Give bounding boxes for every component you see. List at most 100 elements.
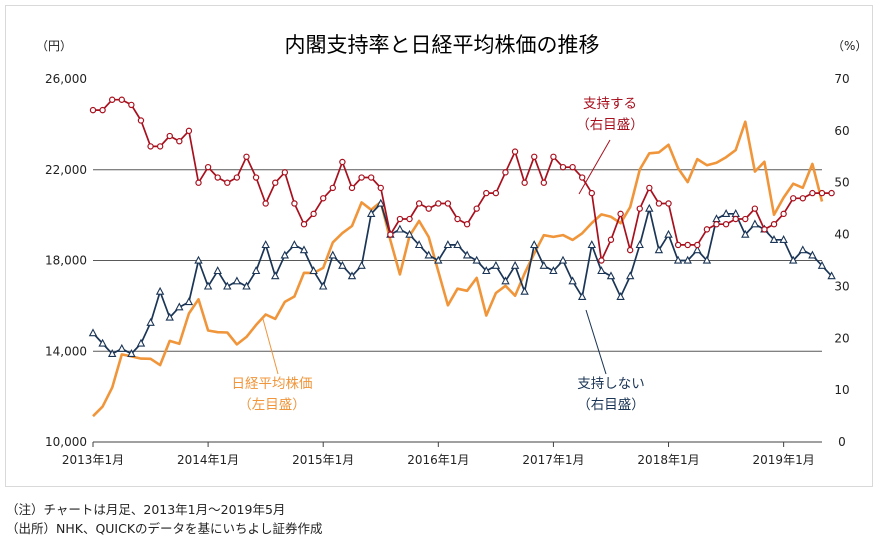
nonsupport-point [750,219,760,228]
nonsupport-point [290,240,299,249]
support-point [348,184,356,192]
support-point [233,174,241,181]
support-point [367,174,375,181]
support-point [329,184,337,192]
nonsupport-point [184,297,194,306]
support-point [809,189,816,197]
series-label: （右目盛） [577,397,645,413]
x-tick-label: 2016年1月 [407,453,469,467]
nonsupport-point [223,281,232,290]
left-axis-unit: （円） [36,39,72,53]
nonsupport-point [654,245,664,254]
x-tick-label: 2014年1月 [177,453,239,467]
support-point [799,195,807,202]
left-tick-label: 10,000 [45,435,87,449]
nonsupport-point [769,235,779,243]
x-tick-label: 2018年1月 [637,453,699,467]
support-point [607,236,615,243]
support-point [147,143,154,150]
support-point [559,163,567,171]
support-point [415,200,423,207]
nonsupport-point [798,245,808,254]
series-label: （左目盛） [238,397,306,413]
plot-area: 10,000 14,000 18,000 22,000 26,000 0 10 20 30 40 5… [45,72,850,467]
nonsupport-point [366,209,376,217]
nonsupport-point [270,271,280,280]
nonsupport-point [376,198,386,207]
support-point [703,226,711,233]
nonsupport-point [817,260,827,269]
nonsupport-point [616,292,625,300]
support-point [780,210,787,218]
support-point [742,215,749,223]
nonsupport-point [510,260,520,269]
footnote-chart-type: （注）チャートは月足、2013年1月～2019年5月 [6,502,286,517]
support-point [665,200,672,207]
support-point [713,220,720,228]
nonsupport-point [529,240,539,249]
support-point [598,257,605,264]
nonsupport-point [453,240,462,249]
support-point [358,174,365,181]
support-point [156,143,164,150]
support-point [435,200,442,207]
support-point [674,241,682,249]
support-point [300,220,308,228]
support-point [166,132,173,140]
support-point [291,200,298,207]
support-point [492,189,500,197]
label-leader-line [262,318,279,375]
support-point [406,215,413,223]
nonsupport-point [568,276,577,285]
x-tick-label: 2019年1月 [753,453,815,467]
series-label: 支持する [583,96,637,112]
support-point [626,246,634,254]
support-point [655,200,663,207]
support-point [646,184,653,192]
nonsupport-point [107,349,117,357]
nonsupport-point [395,224,405,233]
support-point [339,158,346,166]
nonsupport-point [558,255,568,264]
right-axis-unit: （%） [832,39,867,53]
support-point [617,210,624,218]
nonsupport-point [721,209,731,217]
support-point [377,184,384,192]
support-point [751,205,759,212]
support-point [262,200,269,207]
label-leader-line [578,139,611,195]
right-tick-label: 0 [838,435,846,449]
right-tick-label: 40 [834,228,849,242]
left-tick-label: 22,000 [45,163,87,177]
nonsupport-point [405,229,414,238]
nonsupport-point [645,203,654,212]
nonsupport-point [328,250,338,259]
support-point [569,163,576,171]
support-point [185,127,193,135]
support-point [502,169,509,176]
support-point [89,106,97,114]
nonsupport-point [117,343,127,352]
support-point [770,220,778,228]
series-line-nikkei [92,120,824,418]
support-point [396,215,404,223]
nonsupport-point [213,266,222,275]
right-tick-label: 50 [834,176,849,190]
nonsupport-point [203,281,213,290]
nonsupport-point [127,349,136,357]
nonsupport-point [280,250,290,259]
support-point [636,205,643,212]
nonsupport-point [194,255,203,264]
support-point [176,138,183,145]
support-point [684,241,691,249]
support-point [463,220,471,228]
support-point [790,195,797,202]
chart-frame: 内閣支持率と日経平均株価の推移 （円） （%） 10,000 14,000 18,0… [5,5,873,487]
nonsupport-point [261,240,270,249]
nonsupport-point [175,302,184,311]
nonsupport-point [673,255,683,264]
nonsupport-point [693,245,702,254]
nonsupport-point [318,281,328,290]
support-point [310,210,317,218]
support-point [473,205,480,212]
